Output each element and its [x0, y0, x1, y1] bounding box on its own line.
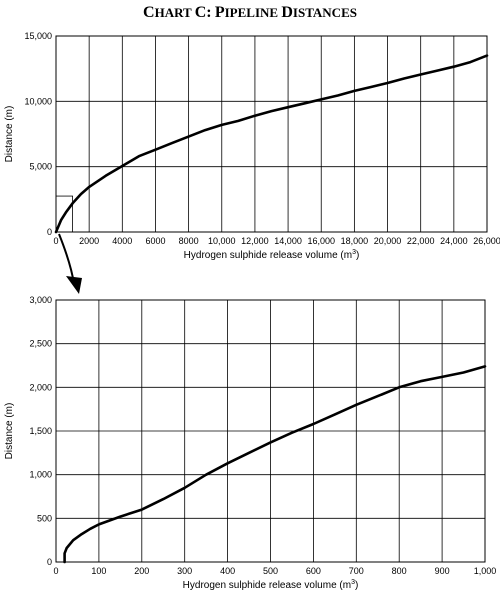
y-tick-label: 3,000	[29, 295, 52, 305]
x-tick-label: 20,000	[374, 236, 402, 246]
y-tick-label: 0	[47, 227, 52, 237]
x-tick-label: 24,000	[440, 236, 468, 246]
x-axis-title-text: Hydrogen sulphide release volume (m	[183, 580, 351, 591]
title-rest-3: IPELINE	[224, 5, 279, 20]
x-tick-label: 14,000	[274, 236, 302, 246]
title-cap-2: C:	[194, 4, 212, 21]
x-axis-title-text: Hydrogen sulphide release volume (m	[184, 250, 352, 261]
x-tick-label: 900	[435, 566, 450, 576]
y-tick-label: 2,000	[29, 382, 52, 392]
y-tick-label: 1,500	[29, 426, 52, 436]
y-tick-label: 15,000	[24, 31, 52, 41]
x-tick-label: 800	[392, 566, 407, 576]
x-tick-label: 200	[134, 566, 149, 576]
series-line	[63, 365, 487, 564]
title-cap-1: C	[143, 4, 155, 21]
x-tick-label: 6000	[145, 236, 165, 246]
y-tick-label: 1,000	[29, 470, 52, 480]
x-tick-label: 700	[349, 566, 364, 576]
y-tick-label: 500	[37, 513, 52, 523]
title-rest-1: HART	[154, 5, 192, 20]
x-tick-label: 0	[53, 566, 58, 576]
x-tick-label: 600	[306, 566, 321, 576]
x-tick-label: 500	[263, 566, 278, 576]
x-axis-title-close: )	[355, 580, 358, 591]
x-tick-label: 12,000	[241, 236, 269, 246]
x-tick-label: 4000	[112, 236, 132, 246]
x-axis-title: Hydrogen sulphide release volume (m3)	[183, 579, 359, 591]
x-axis-title-superscript: 3	[352, 249, 356, 256]
x-tick-label: 300	[177, 566, 192, 576]
x-tick-label: 18,000	[341, 236, 369, 246]
y-tick-label: 10,000	[24, 96, 52, 106]
x-tick-label: 26,000	[473, 236, 500, 246]
zoom-arrow	[58, 233, 82, 294]
title-rest-4: ISTANCES	[292, 5, 357, 20]
x-tick-label: 22,000	[407, 236, 435, 246]
plot-frame	[55, 35, 488, 233]
zoom-inset-box	[55, 195, 73, 233]
series-line	[54, 54, 489, 234]
plot-frame	[55, 299, 486, 563]
chart-title: CHART C: PIPELINE DISTANCES	[0, 4, 500, 22]
title-cap-4: D	[281, 4, 293, 21]
y-tick-label: 5,000	[29, 162, 52, 172]
x-tick-label: 0	[53, 236, 58, 246]
x-tick-label: 1,000	[474, 566, 497, 576]
upper-chart: 0 2000 4000 6000 8000 10,000 12,000 14,000 16,00…	[4, 31, 500, 261]
lower-chart: 0 100 200 300 400 500 600 700 800 900 1,000 0 500 1,0…	[4, 295, 496, 591]
y-tick-label: 2,500	[29, 339, 52, 349]
x-axis-title-close: )	[356, 250, 359, 261]
arrow-head	[66, 276, 82, 294]
x-tick-label: 8000	[179, 236, 199, 246]
x-axis-title-superscript: 3	[351, 579, 355, 586]
x-tick-label: 400	[220, 566, 235, 576]
y-tick-label: 0	[47, 557, 52, 567]
x-tick-label: 100	[91, 566, 106, 576]
x-axis-title: Hydrogen sulphide release volume (m3)	[184, 249, 360, 261]
x-tick-label: 16,000	[307, 236, 335, 246]
x-tick-label: 2000	[79, 236, 99, 246]
x-tick-label: 10,000	[208, 236, 236, 246]
title-cap-3: P	[214, 4, 225, 21]
y-axis-title: Distance (m)	[4, 106, 15, 163]
y-axis-title: Distance (m)	[4, 403, 15, 460]
